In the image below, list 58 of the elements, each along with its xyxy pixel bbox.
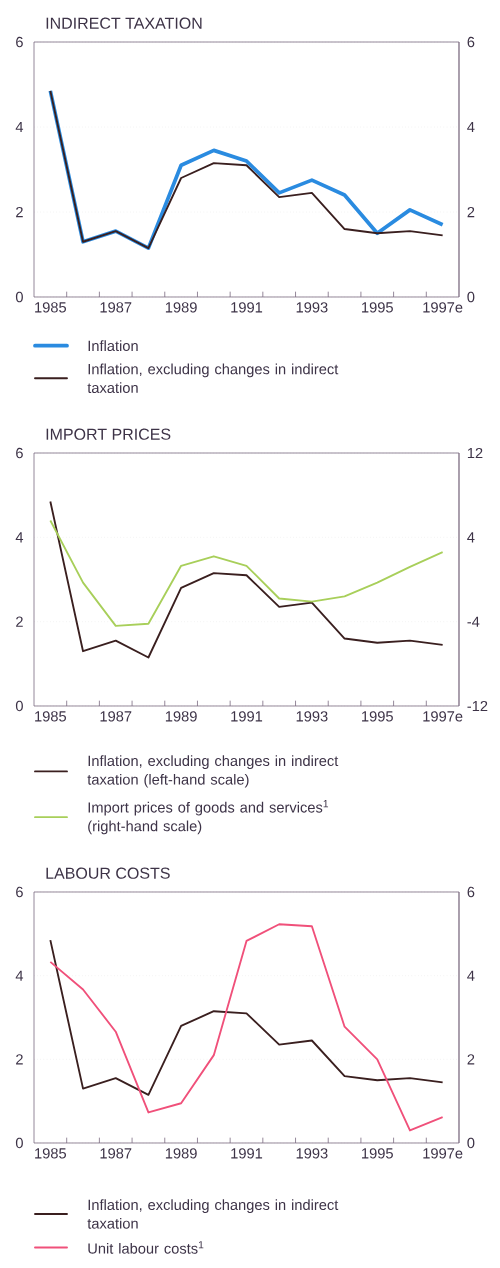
y2-tick-label: 4 <box>467 532 475 543</box>
x-tick-label: 1987 <box>100 1148 132 1159</box>
x-tick-label: 1985 <box>35 1148 67 1159</box>
legend-label: Inflation <box>88 340 138 352</box>
x-tick-label: 1995 <box>362 1148 393 1159</box>
chart-title: IMPORT PRICES <box>46 428 171 440</box>
x-tick-label: 1997e <box>423 302 463 313</box>
line-series <box>49 519 444 627</box>
y-tick-label: 0 <box>15 291 23 303</box>
chart-title: INDIRECT TAXATION <box>46 17 202 29</box>
y-tick-label: 6 <box>16 447 23 459</box>
y2-tick-label: 2 <box>467 206 475 218</box>
legend-label: Inflation, excluding changes in indirect taxation <box>87 363 339 394</box>
legend-label: Inflation, excluding changes in indirect taxation <box>87 1199 339 1229</box>
x-tick-label: 1989 <box>165 1148 197 1159</box>
x-tick-label: 1989 <box>165 711 197 722</box>
text: Import prices of goods and services$^{1}$ (right-hand scale) <box>88 800 329 835</box>
x-tick-label: 1995 <box>362 711 393 722</box>
x-tick-label: 1987 <box>100 302 132 313</box>
y2-tick-label: 4 <box>467 970 475 981</box>
x-tick-label: 1995 <box>362 302 393 313</box>
x-tick-label: 1993 <box>296 302 328 313</box>
line-series <box>49 939 444 1096</box>
y-tick-label: 6 <box>16 886 23 898</box>
x-tick-label: 1997e <box>423 1148 463 1159</box>
x-tick-label: 1991 <box>231 302 263 313</box>
y2-tick-label: -12 <box>467 700 488 712</box>
legend-label: Inflation, excluding changes in indirect taxation (left-hand scale) <box>87 755 339 788</box>
y-tick-label: 4 <box>15 121 24 133</box>
y-tick-label: 4 <box>15 532 24 543</box>
y2-tick-label: 0 <box>467 1137 475 1149</box>
x-tick-label: 1987 <box>100 711 132 722</box>
legend-label: Unit labour costs$^{1}$ <box>88 1241 204 1254</box>
x-tick-label: 1991 <box>231 1148 263 1159</box>
y2-tick-label: 6 <box>467 36 475 48</box>
y-tick-label: 0 <box>15 1137 23 1149</box>
y2-tick-label: 6 <box>467 886 475 898</box>
y2-tick-label: 4 <box>467 121 475 133</box>
y-tick-label: 2 <box>16 206 23 218</box>
chart-title: LABOUR COSTS <box>46 867 170 879</box>
x-tick-label: 1991 <box>231 711 263 722</box>
x-tick-label: 1997e <box>423 711 463 722</box>
x-tick-label: 1985 <box>35 711 67 722</box>
y-tick-label: 2 <box>16 1054 23 1065</box>
x-tick-label: 1989 <box>165 302 197 313</box>
x-tick-label: 1993 <box>296 711 328 722</box>
y-tick-label: 0 <box>15 700 23 712</box>
line-series <box>49 500 444 659</box>
line-series <box>49 923 444 1132</box>
y2-tick-label: 12 <box>467 447 483 459</box>
y-tick-label: 6 <box>16 36 23 48</box>
y2-tick-label: -4 <box>467 616 480 627</box>
x-tick-label: 1993 <box>296 1148 328 1159</box>
x-tick-label: 1985 <box>35 302 67 313</box>
y2-tick-label: 0 <box>467 291 475 303</box>
y-tick-label: 4 <box>15 970 24 981</box>
y2-tick-label: 2 <box>467 1054 475 1065</box>
y-tick-label: 2 <box>16 616 23 627</box>
